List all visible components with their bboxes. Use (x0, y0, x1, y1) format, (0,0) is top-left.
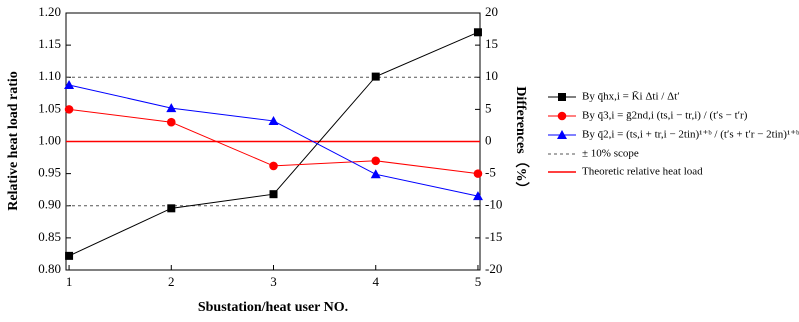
y-tick-label: 1.10 (38, 68, 61, 83)
y2-tick-label: -10 (485, 197, 502, 212)
x-tick-label: 5 (475, 274, 482, 289)
y2-tick-label: -20 (485, 261, 502, 276)
data-point (64, 105, 74, 114)
y2-tick-label: 0 (485, 132, 492, 147)
y-tick-label: 0.85 (38, 229, 61, 244)
legend-label: Theoretic relative heat load (582, 166, 703, 178)
data-point (166, 117, 176, 127)
x-tick-label: 1 (66, 274, 73, 289)
y-tick-label: 1.00 (38, 132, 61, 147)
y2-tick-label: 20 (485, 4, 498, 19)
data-point (269, 161, 278, 171)
data-point (65, 251, 74, 260)
series-line (68, 84, 479, 197)
data-point (167, 204, 176, 213)
y-tick-label: 0.80 (38, 261, 61, 276)
data-point (472, 191, 483, 201)
data-point (269, 190, 278, 199)
y-tick-label: 0.95 (38, 165, 61, 180)
y2-axis-title: Differences（%） (513, 86, 529, 195)
legend-label: By q̄3,i = ḡ2nd,i (ts,i − tr,i) / (t′s −… (582, 110, 748, 122)
y2-tick-label: 10 (485, 68, 498, 83)
legend-label: By q̄hx,i = K̄i Δti / Δt′ (582, 91, 680, 103)
legend-label: ± 10% scope (582, 148, 639, 160)
data-point (370, 169, 381, 179)
legend-marker (557, 111, 567, 121)
x-axis-title: Sbustation/heat user NO. (198, 300, 348, 315)
legend-label: By q̄2,i = (ts,i + tr,i − 2tin)¹⁺ᵇ / (t′… (582, 129, 799, 141)
y-axis-title: Relative heat load ratio (6, 71, 21, 211)
x-tick-label: 2 (168, 274, 175, 289)
x-tick-label: 4 (372, 274, 379, 289)
data-point (166, 103, 177, 113)
y2-tick-label: 15 (485, 36, 498, 51)
data-point (473, 28, 482, 37)
data-point (268, 115, 279, 125)
data-point (473, 169, 483, 178)
y-tick-label: 1.05 (38, 100, 61, 115)
y2-tick-label: -5 (485, 165, 496, 180)
y-tick-label: 1.20 (38, 4, 61, 19)
data-point (371, 156, 381, 166)
legend-marker (557, 130, 567, 139)
x-tick-label: 3 (270, 274, 277, 289)
series-line (68, 31, 479, 257)
data-point (371, 72, 380, 81)
y2-tick-label: -15 (485, 229, 502, 244)
y2-tick-label: 5 (485, 100, 492, 115)
y-tick-label: 1.15 (38, 36, 61, 51)
legend-marker (558, 93, 566, 101)
y-tick-label: 0.90 (38, 197, 61, 212)
data-point (64, 79, 75, 89)
